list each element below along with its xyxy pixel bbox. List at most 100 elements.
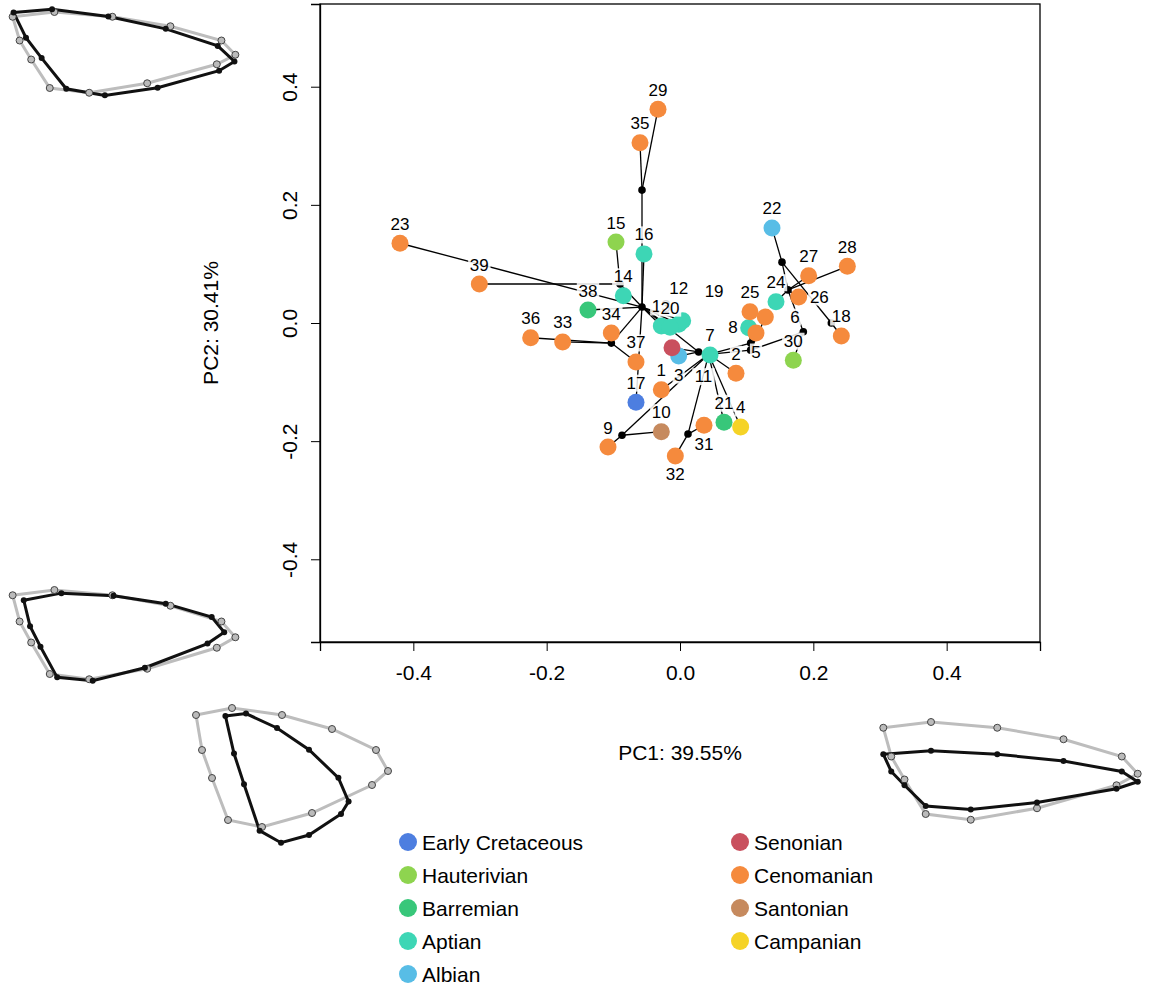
tip-label: 5 — [751, 343, 760, 362]
tip-point — [628, 353, 645, 370]
legend-item: Aptian — [399, 930, 482, 953]
tip-point — [522, 329, 539, 346]
tip-point — [800, 267, 817, 284]
shape-landmark — [901, 776, 908, 783]
legend: Early CretaceousHauterivianBarremianApti… — [399, 831, 873, 986]
shape-landmark — [216, 68, 222, 74]
tip-label-background — [468, 257, 490, 274]
shape-landmark — [144, 80, 151, 87]
y-tick-mark — [311, 205, 320, 206]
shape-landmark — [39, 55, 45, 61]
shape-illustration — [193, 705, 392, 846]
y-tick: 0.0 — [278, 309, 320, 338]
tip-point — [742, 303, 759, 320]
tip-label: 6 — [790, 308, 799, 327]
tip-point — [696, 417, 713, 434]
tip-label-background — [625, 375, 647, 392]
x-tick-mark — [413, 642, 414, 651]
shape-landmark — [385, 768, 392, 775]
shape-landmark — [213, 61, 220, 68]
tip-point — [471, 276, 488, 293]
tip-label-background — [808, 289, 830, 306]
tip-point — [392, 235, 409, 252]
tip-label: 7 — [705, 326, 714, 345]
tip-label: 31 — [695, 435, 714, 454]
tip-label: 25 — [741, 283, 760, 302]
tip-point — [636, 245, 653, 262]
shape-landmark — [274, 725, 280, 731]
tip-label-background — [519, 310, 541, 327]
tip-point — [664, 339, 681, 356]
tip-point — [608, 234, 625, 251]
tip-label: 33 — [553, 313, 572, 332]
x-tick-mark — [813, 642, 814, 651]
tip-label-background — [647, 82, 669, 99]
shape-landmark — [241, 781, 247, 787]
tip-label-background — [836, 239, 858, 256]
tip-label: 9 — [603, 419, 612, 438]
shape-landmark — [205, 641, 211, 647]
tip-label-background — [629, 115, 651, 132]
shape-landmark — [306, 747, 312, 753]
tip-label: 32 — [666, 465, 685, 484]
shape-landmark — [888, 753, 895, 760]
shape-landmark — [142, 665, 148, 671]
legend-swatch — [399, 932, 417, 950]
shape-landmark — [1061, 758, 1067, 764]
tip-label: 37 — [627, 333, 646, 352]
x-tick-mark — [547, 642, 548, 651]
shape-mean-outline — [196, 708, 388, 827]
shape-landmark — [922, 811, 929, 818]
internal-node — [695, 348, 703, 356]
shape-landmark — [923, 803, 929, 809]
chart-svg: -0.4-0.20.00.20.4-0.4-0.20.00.20.4PC1: 3… — [0, 0, 1154, 988]
tip-label: 22 — [763, 199, 782, 218]
tip-label-background — [765, 274, 787, 291]
shape-landmark — [21, 597, 27, 603]
y-tick-label: 0.4 — [278, 72, 301, 102]
tip-label-background — [739, 284, 761, 301]
shape-mean-outline — [883, 722, 1137, 820]
shape-landmark — [257, 828, 263, 834]
legend-label: Santonian — [754, 897, 849, 920]
tip-label: 3 — [674, 366, 683, 385]
legend-item: Barremian — [399, 897, 519, 920]
tip-label: 27 — [799, 247, 818, 266]
shape-landmark — [46, 671, 53, 678]
shape-landmark — [51, 587, 58, 594]
y-tick: -0.4 — [278, 541, 320, 578]
shape-landmark — [193, 712, 200, 719]
legend-label: Senonian — [754, 831, 843, 854]
tip-point — [732, 418, 749, 435]
tip-point — [702, 346, 719, 363]
shape-landmark — [218, 618, 225, 625]
shape-landmark — [880, 751, 886, 757]
internal-node — [778, 258, 786, 266]
x-tick: -0.4 — [396, 642, 433, 684]
legend-item: Hauterivian — [399, 864, 528, 887]
tip-point — [615, 287, 632, 304]
internal-node — [618, 431, 626, 439]
legend-swatch — [731, 833, 749, 851]
shape-landmark — [373, 747, 380, 754]
shape-landmark — [994, 724, 1001, 731]
y-tick-mark — [311, 441, 320, 442]
shape-landmark — [58, 590, 64, 596]
shape-landmark — [306, 832, 312, 838]
legend-label: Aptian — [422, 930, 482, 953]
shape-landmark — [994, 751, 1000, 757]
tip-label-background — [703, 283, 725, 300]
tip-point — [632, 134, 649, 151]
legend-label: Cenomanian — [754, 864, 873, 887]
tip-label: 15 — [607, 214, 626, 233]
legend-swatch — [399, 866, 417, 884]
tip-label-background — [602, 420, 614, 437]
shape-landmark — [105, 14, 111, 20]
y-tick: 0.2 — [278, 191, 320, 220]
shape-deformed-outline — [225, 714, 348, 843]
tip-label: 16 — [635, 225, 654, 244]
y-tick-label: 0.0 — [278, 309, 301, 338]
tip-label: 38 — [579, 282, 598, 301]
shape-landmark — [54, 674, 60, 680]
shape-landmark — [1135, 779, 1141, 785]
